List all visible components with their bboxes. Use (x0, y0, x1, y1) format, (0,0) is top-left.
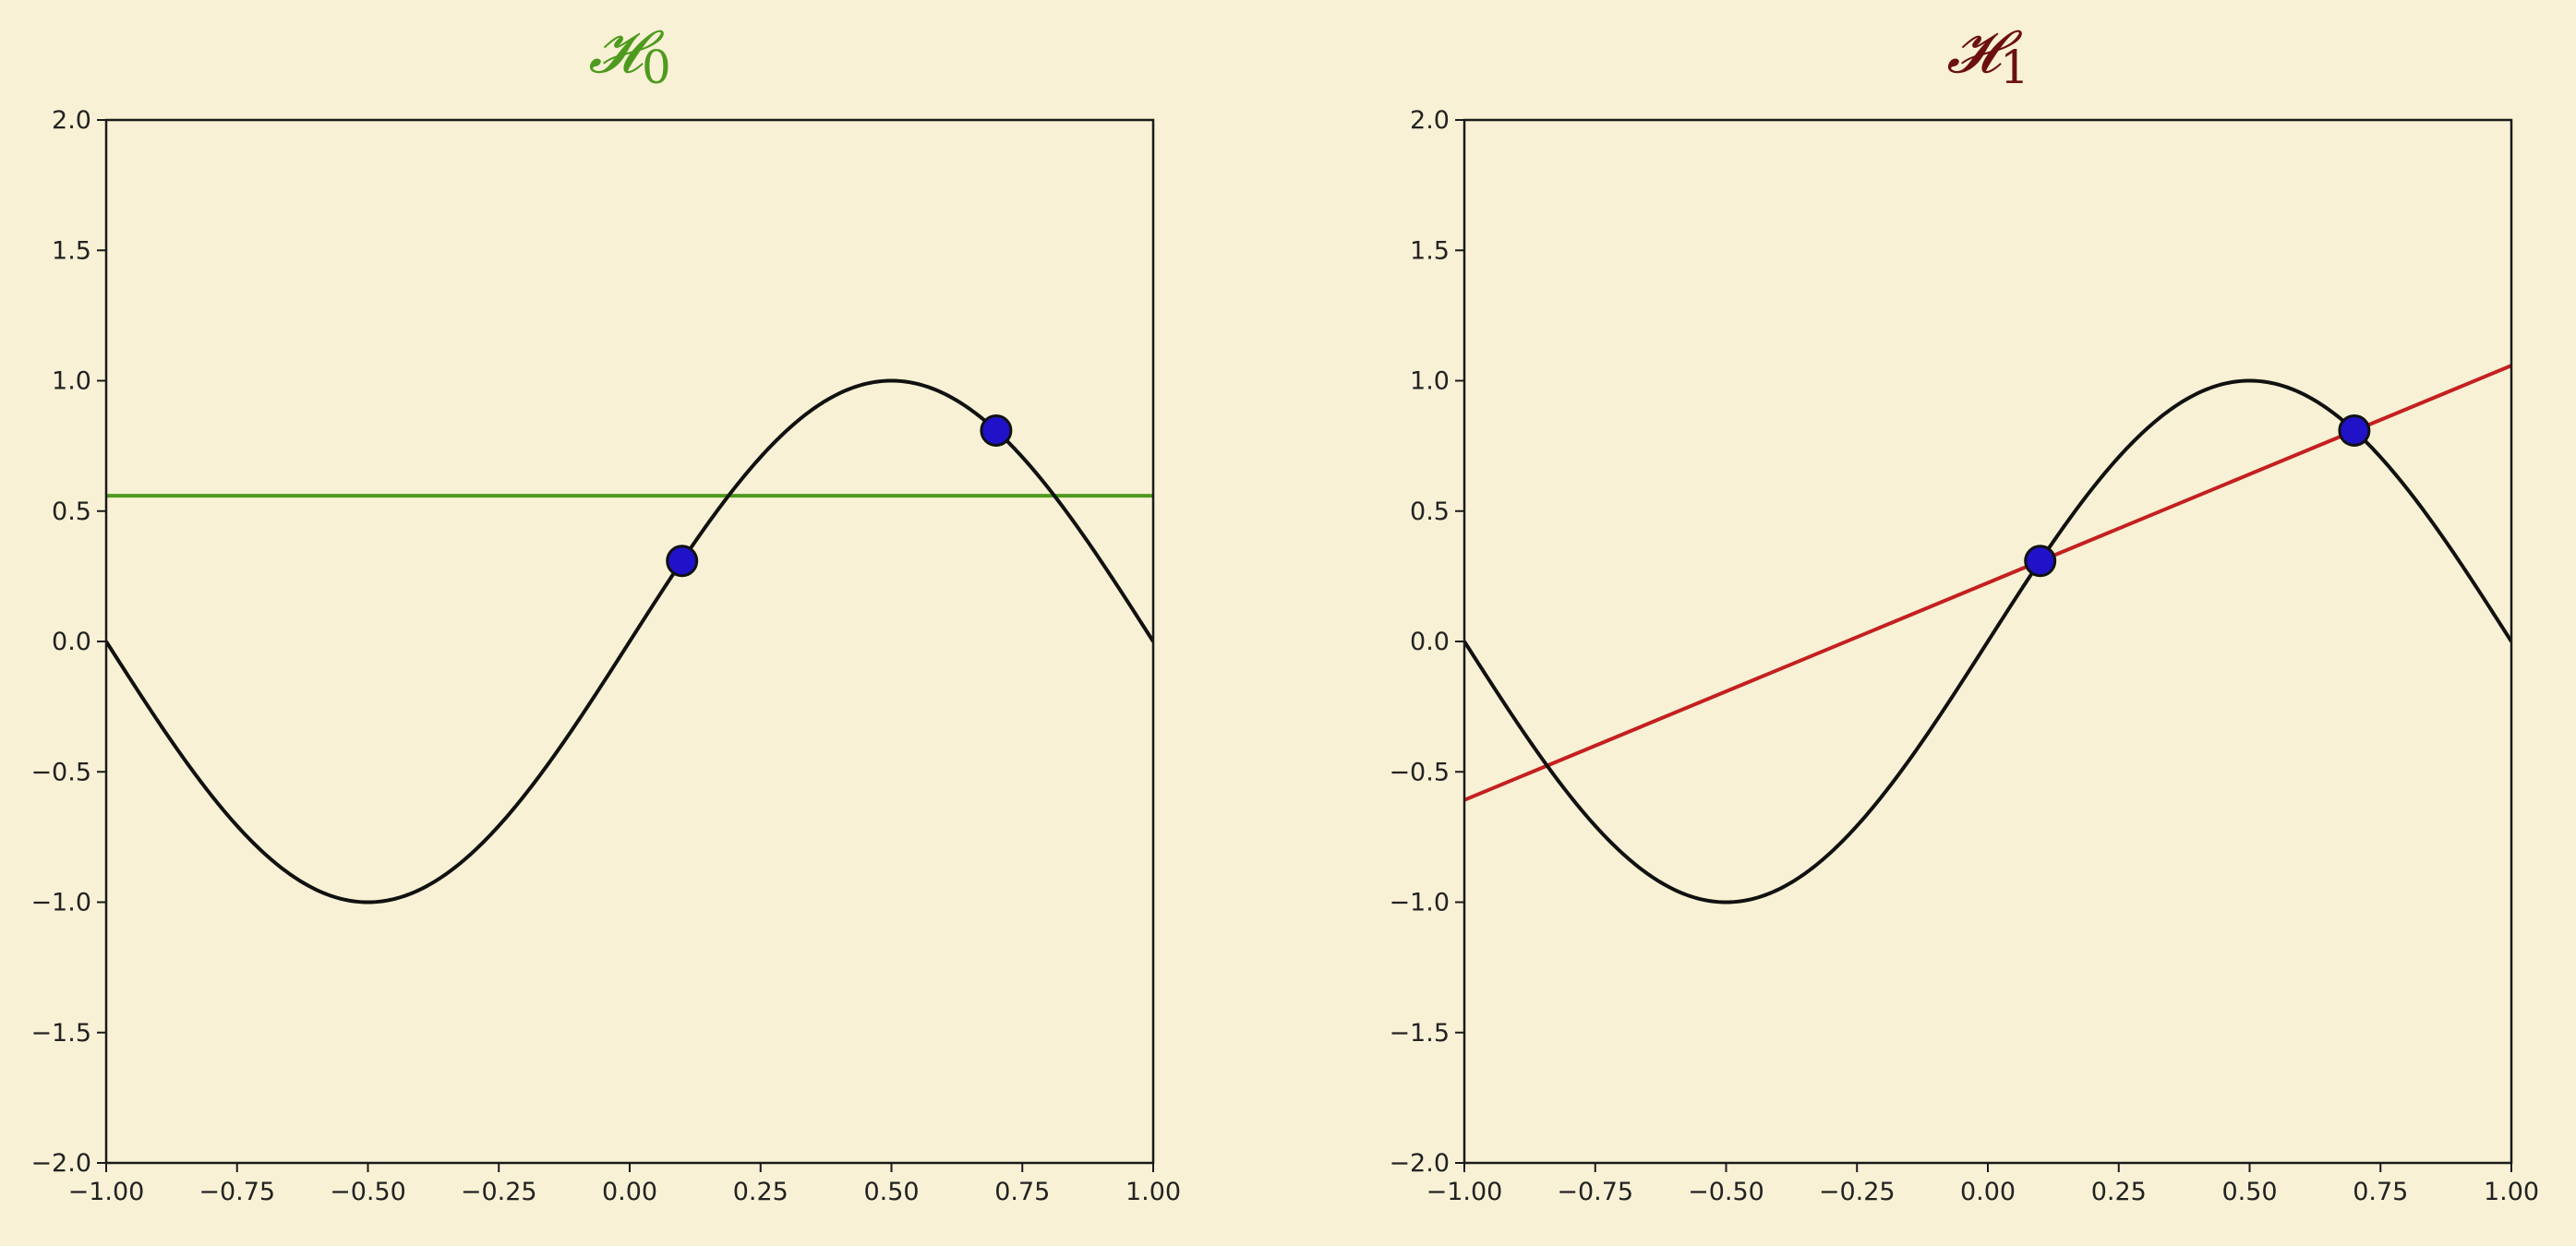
x-tick-label: −0.25 (1819, 1178, 1896, 1206)
x-tick-label: 0.25 (733, 1178, 788, 1206)
y-tick-label: 0.5 (1410, 497, 1450, 526)
x-tick-label: 1.00 (2484, 1178, 2539, 1206)
x-tick-label: −0.25 (461, 1178, 537, 1206)
y-tick-label: −1.5 (30, 1019, 91, 1048)
y-tick-label: 0.0 (52, 628, 91, 656)
target-curve (1464, 378, 2511, 905)
target-curve (106, 378, 1153, 905)
chart-title-subscript: 1 (2000, 41, 2029, 94)
data-point-1 (2338, 413, 2371, 447)
x-tick-label: −0.50 (330, 1178, 406, 1206)
x-tick-label: 0.50 (863, 1178, 919, 1206)
y-tick-label: −1.0 (30, 889, 91, 917)
data-point-1 (980, 413, 1013, 447)
x-tick-label: 0.75 (994, 1178, 1050, 1206)
chart-title-subscript: 0 (642, 41, 671, 94)
y-tick-label: 0.0 (1410, 628, 1450, 656)
y-tick-label: 1.5 (52, 236, 91, 265)
x-tick-label: 0.00 (1960, 1178, 2016, 1206)
data-point-0 (2024, 545, 2057, 578)
x-tick-label: −1.00 (68, 1178, 145, 1206)
x-tick-label: −0.75 (199, 1178, 275, 1206)
y-tick-label: −2.0 (1389, 1149, 1450, 1178)
y-tick-label: −0.5 (30, 758, 91, 786)
data-point-0 (666, 545, 699, 578)
x-tick-label: 0.25 (2091, 1178, 2147, 1206)
x-tick-label: 0.75 (2353, 1178, 2408, 1206)
y-tick-label: −1.0 (1389, 889, 1450, 917)
y-tick-label: 2.0 (52, 106, 91, 135)
y-tick-label: 0.5 (52, 497, 91, 526)
y-tick-label: 2.0 (1410, 106, 1450, 135)
x-tick-label: 0.50 (2221, 1178, 2277, 1206)
y-tick-label: 1.5 (1410, 236, 1450, 265)
y-tick-label: −1.5 (1389, 1019, 1450, 1048)
x-tick-label: −1.00 (1426, 1178, 1503, 1206)
x-tick-label: 0.00 (602, 1178, 657, 1206)
x-tick-label: −0.50 (1688, 1178, 1764, 1206)
hypothesis-line (1464, 364, 2511, 802)
y-tick-label: 1.0 (1410, 367, 1450, 396)
y-tick-label: 1.0 (52, 367, 91, 396)
x-tick-label: −0.75 (1557, 1178, 1633, 1206)
plot-area (106, 378, 1153, 905)
x-tick-label: 1.00 (1125, 1178, 1181, 1206)
plot-area (1464, 364, 2511, 905)
y-tick-label: −0.5 (1389, 758, 1450, 786)
y-tick-label: −2.0 (30, 1149, 91, 1178)
